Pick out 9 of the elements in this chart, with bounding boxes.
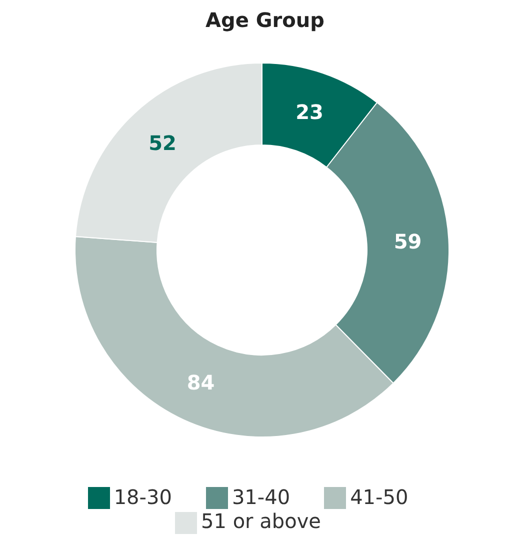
data-label: 23: [296, 100, 324, 124]
legend-label: 41-50: [350, 484, 408, 509]
legend-label: 31-40: [232, 484, 290, 509]
data-label: 84: [186, 370, 215, 395]
chart-title: Age Group: [204, 8, 326, 34]
legend-label: 51 or above: [201, 509, 321, 534]
data-label: 52: [148, 131, 176, 156]
legend-label: 18-30: [114, 484, 172, 509]
data-label: 59: [394, 230, 422, 254]
